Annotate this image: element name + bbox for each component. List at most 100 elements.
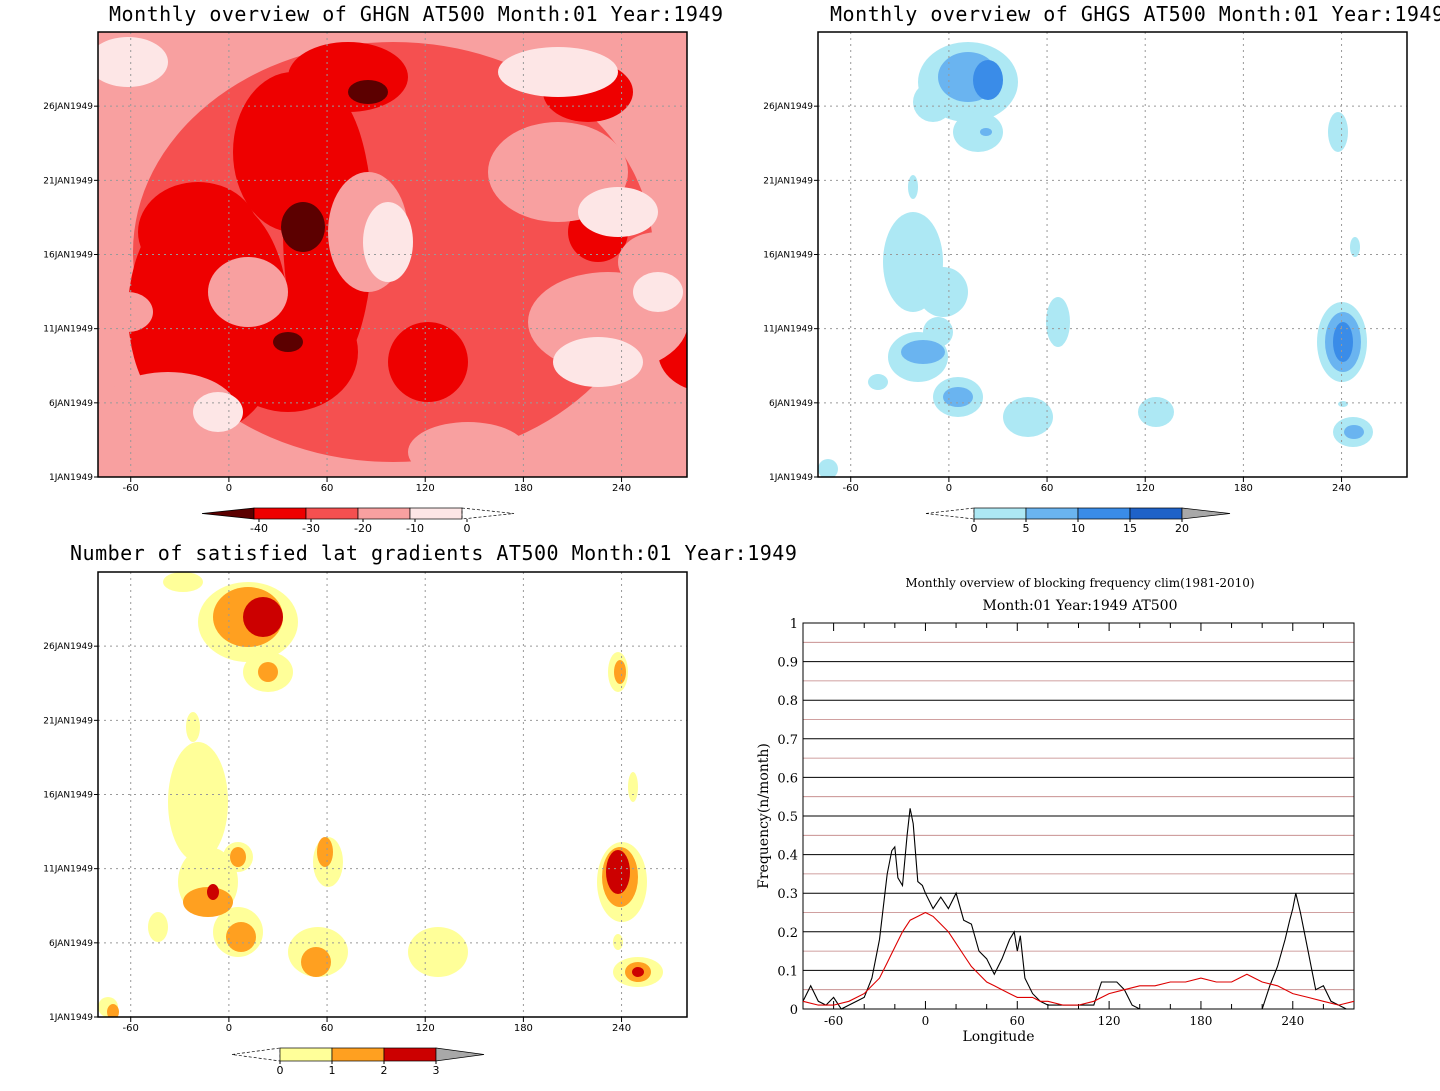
y-tick-label: 0.1 [777, 964, 798, 979]
contour-region [273, 332, 303, 352]
contour-region [908, 175, 918, 199]
contour-region [923, 317, 953, 347]
colorbar-label: 5 [1023, 522, 1030, 535]
contour-region [348, 80, 388, 104]
contour-region [363, 202, 413, 282]
blocking-frequency-line [802, 808, 1354, 1010]
y-tick-label: 21JAN1949 [43, 176, 93, 186]
contour-region [301, 947, 331, 977]
contour-region [148, 912, 168, 942]
contour-region [107, 1004, 119, 1017]
contour-region [207, 884, 219, 900]
x-tick-label: 120 [416, 483, 435, 494]
x-tick-label: 60 [321, 1023, 334, 1034]
colorbar-label: 10 [1071, 522, 1085, 535]
contour-region [868, 374, 888, 390]
ghgn-heatmap: -60 0 60 120 180 240 1JAN1949 6JAN1949 11JAN1949… [43, 31, 688, 535]
contour-region [1344, 425, 1364, 439]
x-tick-label: 180 [1189, 1014, 1212, 1028]
contour-region [243, 597, 283, 637]
colorbar-label: 0 [971, 522, 978, 535]
x-tick-label: 60 [1041, 483, 1054, 494]
climatology-line [802, 911, 1355, 1006]
colorbar-label: 2 [381, 1064, 388, 1077]
panel4-subtitle: Month:01 Year:1949 AT500 [982, 598, 1178, 614]
panel2-title: Monthly overview of GHGS AT500 Month:01 … [830, 2, 1440, 26]
y-tick-label: 1JAN1949 [49, 1013, 93, 1023]
contour-region [226, 922, 256, 952]
y-tick-label: 6JAN1949 [49, 399, 93, 409]
contour-region [258, 662, 278, 682]
contour-region [633, 272, 683, 312]
colorbar-segment [253, 507, 307, 520]
x-tick-label: -60 [123, 1023, 139, 1034]
x-tick-label: 180 [514, 1023, 533, 1034]
x-tick-label: 240 [612, 1023, 631, 1034]
x-axis-label: Longitude [962, 1029, 1034, 1045]
contour-region [1046, 297, 1070, 347]
colorbar-segment [1129, 507, 1183, 520]
colorbar-label: 20 [1175, 522, 1189, 535]
y-tick-label: 0.4 [777, 849, 798, 864]
contour-region [183, 887, 233, 917]
contour-region [553, 337, 643, 387]
panel1-title: Monthly overview of GHGN AT500 Month:01 … [109, 2, 724, 26]
x-tick-label: 240 [1332, 483, 1351, 494]
colorbar-segment [973, 507, 1027, 520]
lat-gradients-heatmap: -60 0 60 120 180 2401JAN19496JAN194911JAN1949… [43, 571, 688, 1077]
colorbar-extend-high [1181, 507, 1231, 520]
contour-region [138, 182, 258, 282]
contour-region [918, 267, 968, 317]
y-tick-label: 0.5 [777, 810, 798, 825]
colorbar-label: -20 [354, 522, 372, 535]
x-tick-label: -60 [123, 483, 139, 494]
y-axis-label: Frequency(n/month) [756, 743, 772, 889]
contour-region [578, 187, 658, 237]
x-tick-label: 0 [922, 1014, 930, 1028]
colorbar-extend-low [201, 507, 255, 520]
colorbar-label: 0 [464, 522, 471, 535]
contour-region [628, 772, 638, 802]
contour-region [1138, 397, 1174, 427]
panel4-title: Monthly overview of blocking frequency c… [905, 576, 1255, 590]
colorbar-label: -10 [406, 522, 424, 535]
colorbar-segment [279, 1047, 333, 1062]
contour-region [163, 572, 203, 592]
y-tick-label: 11JAN1949 [763, 325, 813, 335]
x-tick-label: 120 [416, 1023, 435, 1034]
contour-region [317, 837, 333, 867]
contour-region [901, 340, 945, 364]
contour-region [973, 60, 1003, 100]
y-tick-label: 0.7 [777, 733, 798, 748]
contour-region [288, 42, 408, 112]
y-tick-label: 0.2 [777, 926, 798, 941]
contour-region [613, 934, 623, 950]
contour-region [618, 402, 687, 477]
y-tick-label: 1JAN1949 [49, 473, 93, 483]
colorbar-extend-low [231, 1047, 281, 1062]
y-tick-label: 0.3 [777, 887, 798, 902]
colorbar-segment [383, 1047, 437, 1062]
contour-region [913, 82, 953, 122]
colorbar-extend-low [925, 507, 975, 520]
x-tick-label: 60 [321, 483, 334, 494]
colorbar-extend-high [435, 1047, 485, 1062]
contour-region [208, 257, 288, 327]
x-tick-label: 120 [1136, 483, 1155, 494]
x-tick-label: 240 [1281, 1014, 1304, 1028]
contour-region [614, 660, 626, 684]
contour-region [408, 927, 468, 977]
contour-region [1003, 397, 1053, 437]
y-tick-label: 11JAN1949 [43, 325, 93, 335]
y-tick-label: 0 [790, 1003, 798, 1018]
contour-region [1350, 237, 1360, 257]
x-tick-label: 0 [946, 483, 952, 494]
colorbar-label: -30 [302, 522, 320, 535]
x-tick-label: 180 [1234, 483, 1253, 494]
contour-region [233, 72, 353, 232]
contour-region [606, 850, 630, 894]
colorbar-segment [357, 507, 411, 520]
colorbar-label: 0 [277, 1064, 284, 1077]
colorbar-segment [305, 507, 359, 520]
y-tick-label: 0.6 [777, 771, 798, 786]
